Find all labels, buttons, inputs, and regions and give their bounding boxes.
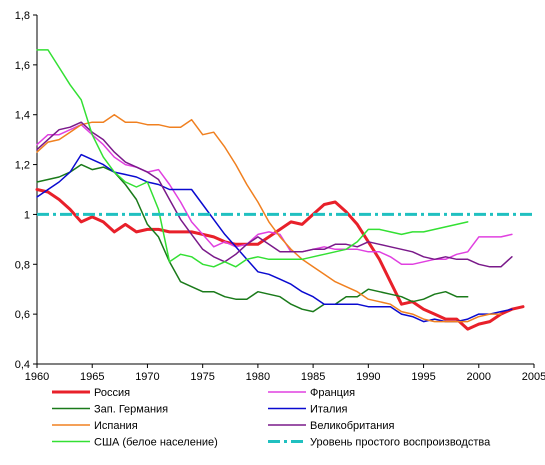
y-tick-label: 0,8	[15, 259, 30, 271]
series-line-1	[36, 123, 513, 266]
legend-item-0: Россия	[52, 387, 130, 399]
y-tick-label: 1,2	[15, 160, 30, 172]
legend-label: Зап. Германия	[94, 404, 168, 416]
x-tick-label: 2005	[522, 371, 545, 383]
legend-label: Россия	[94, 387, 130, 399]
legend-item-6: США (белое население)	[52, 437, 218, 449]
legend-item-1: Франция	[268, 387, 355, 399]
legend-label: Уровень простого воспроизводства	[310, 437, 491, 449]
legend-item-2: Зап. Германия	[52, 404, 168, 416]
x-tick-label: 1995	[411, 371, 435, 383]
y-tick-label: 1,6	[15, 60, 30, 72]
y-tick-label: 1,4	[15, 110, 30, 122]
legend-label: США (белое население)	[94, 437, 218, 449]
legend-item-4: Испания	[52, 420, 138, 432]
legend-label: Франция	[310, 387, 355, 399]
y-tick-label: 0,6	[15, 309, 30, 321]
x-tick-label: 1980	[246, 371, 270, 383]
x-tick-label: 1985	[301, 371, 325, 383]
y-tick-label: 1	[24, 209, 30, 221]
y-tick-label: 1,8	[15, 10, 30, 22]
x-tick-label: 1990	[356, 371, 380, 383]
x-tick-label: 1975	[190, 371, 214, 383]
x-tick-label: 2000	[467, 371, 491, 383]
y-tick-label: 0,4	[15, 359, 30, 371]
x-tick-label: 1960	[25, 371, 49, 383]
series-layer	[35, 49, 534, 331]
series-line-5	[36, 121, 513, 268]
legend-label: Италия	[310, 404, 348, 416]
series-line-0	[35, 188, 525, 331]
legend-label: Испания	[94, 420, 138, 432]
legend-item-3: Италия	[268, 404, 348, 416]
axes-layer: 0,4 0,6 0,8 1 1,2 1,4 1,6 1,8 1960 1965 1970 1975 19…	[15, 10, 545, 383]
legend-item-5: Великобритания	[268, 420, 395, 432]
series-line-3	[36, 153, 513, 323]
x-tick-label: 1965	[80, 371, 104, 383]
series-line-4	[36, 113, 502, 323]
legend-label: Великобритания	[310, 420, 395, 432]
series-line-6	[36, 49, 469, 268]
legend: Россия Франция Зап. Германия Италия Испания В…	[52, 387, 491, 449]
x-tick-label: 1970	[135, 371, 159, 383]
series-line-2	[36, 163, 469, 313]
legend-item-7: Уровень простого воспроизводства	[268, 437, 491, 449]
